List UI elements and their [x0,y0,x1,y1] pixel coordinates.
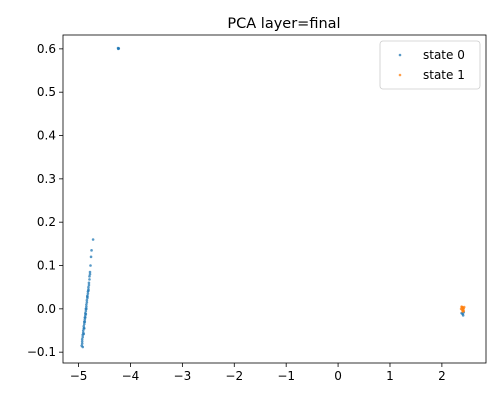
y-tick-label: 0.5 [37,85,56,99]
data-point [91,238,95,241]
y-tick-label: 0.1 [37,259,56,273]
data-point [84,312,88,316]
y-tick-label: 0.3 [37,172,56,186]
legend: state 0 state 1 [379,40,481,90]
axes-frame [62,34,487,364]
data-point [83,320,87,324]
series-1 [459,305,466,313]
data-point [82,332,86,336]
x-tick-label: −5 [70,369,88,383]
x-axis: −5 −4 −3 −2 −1 0 1 2 [70,363,446,383]
y-tick-label: −0.1 [27,345,56,359]
data-point [81,345,85,349]
data-point [85,303,88,306]
data-point [85,301,89,304]
x-tick-label: −1 [277,369,295,383]
series-0 [80,46,465,349]
data-point [82,327,86,330]
data-point [86,292,90,295]
x-tick-label: 1 [386,369,394,383]
data-point [80,340,84,343]
data-point [117,47,121,50]
data-point [88,278,91,281]
legend-marker [398,73,402,77]
x-tick-label: −4 [122,369,140,383]
y-tick-label: 0.4 [37,129,56,143]
data-point [87,281,91,285]
data-point [85,298,89,302]
y-tick-label: 0.2 [37,215,56,229]
data-point [81,329,85,332]
data-point [85,307,88,311]
data-point [82,322,86,326]
y-tick-label: 0.6 [37,42,56,56]
data-point [85,305,88,308]
legend-marker [398,53,402,57]
x-tick-label: 2 [438,369,446,383]
data-point [84,309,88,313]
data-point [80,342,84,345]
chart-title: PCA layer=final [227,16,340,32]
data-point [84,316,87,319]
x-tick-label: −2 [225,369,243,383]
data-point [80,337,84,341]
data-point [87,285,90,289]
data-point [461,314,465,317]
plot-area [80,46,466,349]
data-point [87,283,91,287]
data-point [88,275,91,278]
x-tick-label: −3 [174,369,192,383]
data-point [88,270,92,274]
data-point [460,305,464,309]
x-tick-label: 0 [334,369,342,383]
legend-label: state 0 [423,48,465,62]
y-tick-label: 0.0 [37,302,56,316]
data-point [81,335,85,339]
data-point [87,289,90,292]
data-point [89,255,93,259]
data-point [86,295,89,299]
data-point [82,324,86,328]
legend-label: state 1 [423,68,465,82]
data-point [462,309,465,313]
data-point [83,318,87,321]
data-point [90,249,93,252]
legend-box [379,40,481,90]
data-point [89,264,92,267]
data-point [88,272,92,276]
y-axis: −0.1 0.0 0.1 0.2 0.3 0.4 0.5 0.6 [27,42,63,359]
